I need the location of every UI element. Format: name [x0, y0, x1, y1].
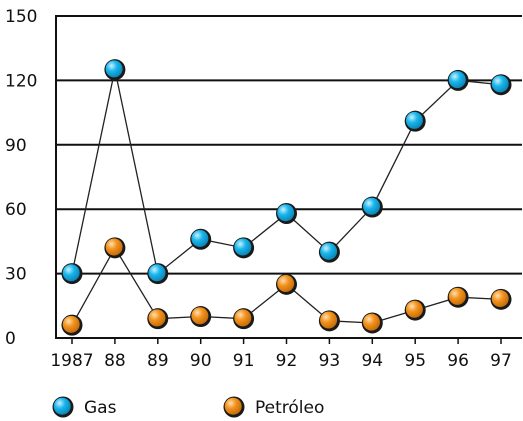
- legend-label-petroleo: Petróleo: [255, 398, 324, 418]
- data-point-petroleo: [191, 307, 209, 325]
- data-point-petroleo: [105, 238, 123, 256]
- y-tick-label: 90: [5, 136, 27, 156]
- data-point-petroleo: [491, 290, 509, 308]
- x-tick-label: 96: [447, 351, 469, 371]
- x-tick-label: 90: [190, 351, 212, 371]
- data-point-petroleo: [277, 275, 295, 293]
- data-point-gas: [363, 197, 380, 215]
- data-point-gas: [320, 242, 338, 260]
- legend-item-gas: Gas: [52, 396, 117, 418]
- series-line-gas: [71, 69, 502, 275]
- data-point-petroleo: [234, 309, 252, 327]
- data-point-petroleo: [62, 315, 80, 333]
- data-point-gas: [448, 71, 466, 89]
- data-point-gas: [105, 60, 123, 78]
- axes: [55, 15, 522, 344]
- series-petroleo: [61, 237, 512, 336]
- x-tick-label: 88: [104, 351, 126, 371]
- data-point-petroleo: [148, 309, 166, 327]
- x-tick-label: 97: [490, 351, 512, 371]
- x-tick-label: 1987: [50, 351, 93, 371]
- legend-item-petroleo: Petróleo: [223, 396, 324, 418]
- x-tick-labels: 1987 88 89 90 91 92 93 94 95 96 97: [50, 351, 511, 371]
- x-tick-label: 93: [319, 351, 341, 371]
- x-tick-label: 95: [404, 351, 426, 371]
- y-tick-labels: 0 30 60 90 120 150: [5, 7, 37, 349]
- y-tick-label: 0: [5, 329, 16, 349]
- x-tick-label: 91: [233, 351, 255, 371]
- legend: Gas Petróleo: [52, 396, 324, 418]
- legend-marker-petroleo: [224, 397, 242, 415]
- data-point-gas: [234, 238, 252, 256]
- data-point-petroleo: [405, 300, 423, 318]
- y-tick-label: 150: [5, 7, 37, 27]
- data-point-petroleo: [363, 313, 380, 331]
- gridlines: [56, 15, 522, 275]
- data-point-gas: [62, 264, 80, 282]
- x-tick-label: 92: [276, 351, 298, 371]
- data-point-gas: [148, 264, 166, 282]
- data-point-gas: [277, 204, 295, 222]
- y-tick-label: 60: [5, 200, 27, 220]
- data-point-petroleo: [448, 287, 466, 305]
- y-tick-label: 30: [5, 265, 27, 285]
- x-tick-label: 89: [147, 351, 169, 371]
- x-tick-label: 94: [361, 351, 383, 371]
- series: [61, 59, 512, 336]
- legend-marker-gas: [53, 397, 71, 415]
- series-gas: [61, 59, 512, 285]
- data-point-gas: [405, 111, 423, 129]
- data-point-petroleo: [320, 311, 338, 329]
- y-tick-label: 120: [5, 71, 37, 91]
- data-point-gas: [191, 229, 209, 247]
- data-point-gas: [491, 75, 509, 93]
- legend-label-gas: Gas: [84, 398, 117, 418]
